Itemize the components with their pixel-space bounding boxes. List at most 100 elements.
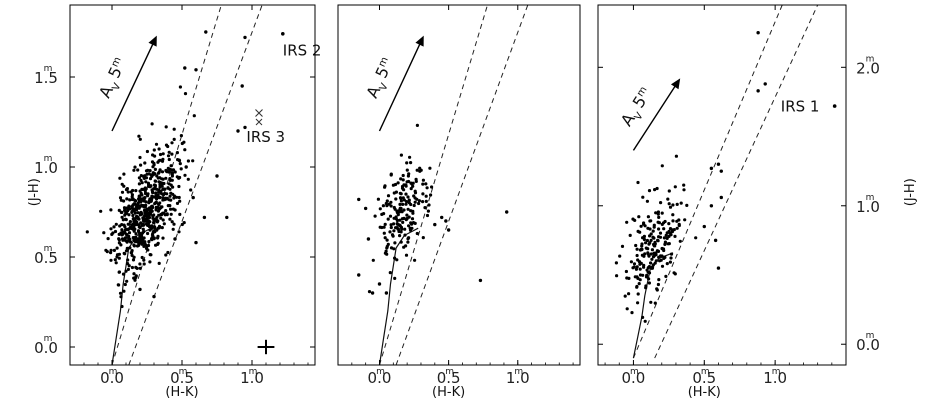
star-point: [143, 214, 147, 218]
y-tick-label: 1.0: [34, 159, 58, 177]
x-tick-unit: m: [179, 367, 188, 377]
star-point: [391, 183, 395, 187]
star-point: [636, 229, 640, 233]
star-point: [128, 246, 132, 250]
star-point: [405, 213, 409, 217]
star-point: [635, 284, 639, 289]
star-point: [156, 160, 160, 164]
star-point: [635, 247, 639, 251]
star-point: [114, 261, 118, 265]
star-point: [404, 244, 408, 248]
y-tick-unit: m: [44, 244, 53, 254]
star-point: [428, 166, 432, 170]
star-point: [140, 193, 144, 197]
star-point: [713, 238, 718, 243]
y-tick-label: 0.0: [856, 336, 880, 354]
star-point: [160, 184, 164, 188]
x-tick-label: 1.0: [506, 369, 530, 387]
star-point: [649, 238, 653, 242]
x-tick-label: 0.5: [437, 369, 461, 387]
star-point: [671, 219, 675, 223]
star-point: [384, 249, 388, 253]
star-point: [132, 168, 136, 172]
star-point: [650, 248, 655, 252]
star-point: [357, 197, 361, 202]
star-point: [126, 258, 130, 262]
star-point: [147, 240, 151, 244]
star-point: [357, 273, 361, 277]
star-point: [123, 213, 127, 217]
star-point: [121, 218, 125, 222]
star-point: [399, 225, 404, 230]
star-point: [388, 214, 393, 218]
star-point: [660, 247, 664, 251]
star-point: [157, 170, 161, 174]
star-point: [643, 319, 647, 323]
star-point: [125, 279, 129, 283]
star-point: [395, 258, 399, 262]
star-point: [417, 201, 421, 206]
star-point: [407, 215, 411, 219]
star-point: [406, 237, 410, 241]
x-tick-unit: m: [376, 367, 385, 377]
star-point: [402, 183, 406, 187]
star-point: [152, 229, 156, 233]
x-tick-unit: m: [630, 367, 639, 377]
star-point: [183, 173, 187, 177]
star-point: [421, 236, 425, 240]
star-point: [674, 154, 679, 158]
star-point: [151, 195, 155, 199]
star-point: [634, 243, 638, 248]
star-point: [146, 243, 151, 248]
star-point: [120, 304, 124, 309]
star-point: [154, 179, 158, 183]
star-point: [650, 257, 654, 261]
star-point: [389, 225, 393, 230]
star-point: [125, 197, 129, 201]
star-point: [651, 229, 655, 233]
star-point: [668, 205, 673, 209]
star-point: [175, 151, 179, 155]
star-point: [109, 208, 113, 212]
star-point: [159, 213, 164, 217]
star-point: [134, 232, 138, 236]
star-point: [763, 82, 767, 86]
star-point: [647, 277, 651, 281]
star-point: [632, 265, 636, 269]
star-point: [109, 227, 113, 231]
x-tick-unit: m: [249, 367, 258, 377]
star-point: [415, 123, 419, 127]
star-point: [139, 221, 143, 225]
star-point: [666, 242, 670, 246]
star-point: [138, 262, 142, 266]
star-point: [671, 203, 675, 207]
star-point: [620, 244, 625, 248]
star-point: [383, 222, 387, 226]
star-point: [656, 210, 661, 214]
star-point: [167, 182, 171, 186]
star-point: [649, 300, 653, 304]
star-point: [408, 155, 412, 159]
star-point: [412, 203, 416, 208]
reddening-vector-label: AV5m: [362, 55, 400, 103]
star-point: [159, 216, 163, 220]
star-point: [641, 195, 645, 199]
star-point: [132, 272, 136, 276]
star-point: [136, 229, 141, 233]
star-point: [153, 187, 157, 191]
star-point: [113, 258, 117, 262]
star-point: [673, 234, 677, 238]
star-point: [405, 168, 409, 172]
star-point: [110, 232, 114, 236]
star-point: [146, 192, 150, 196]
star-point: [142, 196, 146, 200]
star-point: [410, 217, 415, 221]
star-point: [148, 208, 153, 212]
star-point: [144, 180, 148, 184]
star-point: [408, 226, 412, 230]
star-point: [140, 255, 144, 260]
star-point: [716, 162, 721, 166]
star-point: [660, 211, 664, 215]
star-point: [405, 161, 409, 165]
